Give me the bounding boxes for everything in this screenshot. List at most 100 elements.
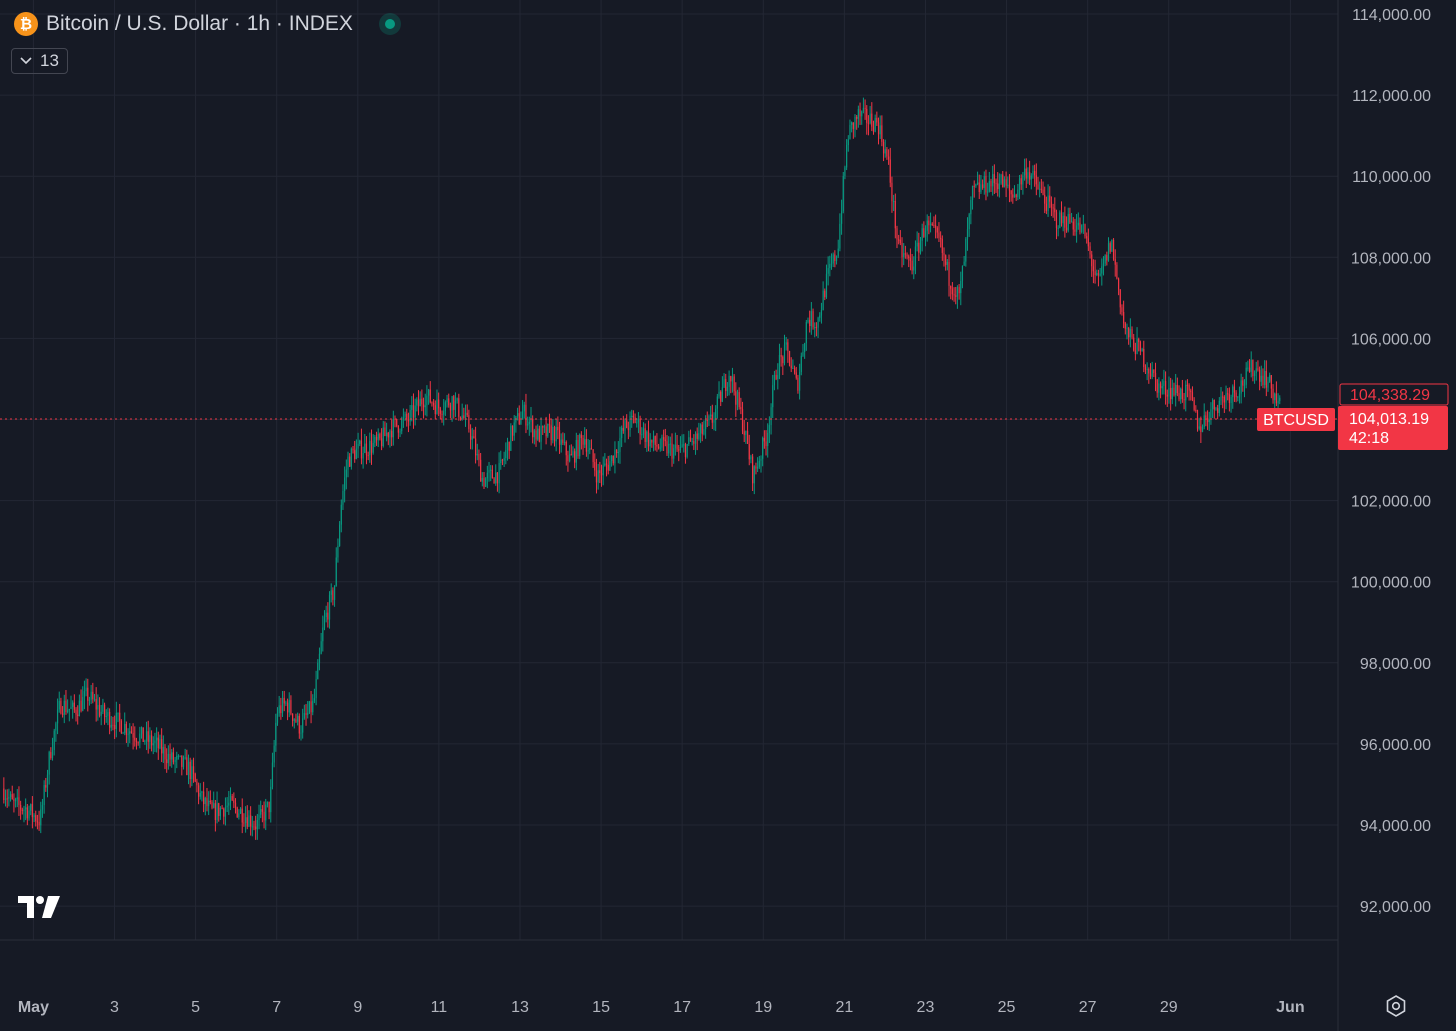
- candle: [555, 418, 557, 452]
- candle: [661, 434, 663, 451]
- candle: [1079, 217, 1081, 235]
- candle: [793, 365, 796, 375]
- candle: [569, 445, 571, 463]
- candle: [610, 455, 613, 467]
- candle: [820, 302, 823, 324]
- candle: [124, 712, 126, 736]
- candle: [1109, 241, 1111, 254]
- candle: [535, 425, 537, 447]
- candle: [1104, 254, 1106, 267]
- time-tick-label: 13: [511, 999, 529, 1016]
- candle: [579, 433, 581, 460]
- candle: [814, 322, 816, 338]
- candle: [948, 254, 950, 297]
- candle: [1089, 242, 1091, 259]
- candle: [1070, 212, 1073, 223]
- candle: [140, 726, 143, 739]
- price-tick-label: 106,000.00: [1351, 331, 1431, 348]
- time-axis[interactable]: May 3 5 7 9 11 13 15 17 19 21 23 25 27 29 Jun: [18, 999, 1305, 1016]
- candle: [978, 174, 980, 199]
- candle: [1094, 259, 1096, 284]
- candle: [375, 431, 378, 446]
- candle: [471, 427, 473, 450]
- candle: [862, 97, 865, 114]
- candle: [819, 312, 821, 322]
- candle: [439, 406, 441, 419]
- candle: [1203, 403, 1205, 430]
- candle: [961, 265, 964, 289]
- candle: [159, 734, 161, 750]
- candle: [730, 375, 732, 394]
- candle: [720, 390, 722, 407]
- symbol-title[interactable]: Bitcoin / U.S. Dollar · 1h · INDEX: [46, 12, 353, 35]
- candle: [278, 695, 280, 717]
- candle: [297, 712, 299, 726]
- candle: [130, 726, 133, 734]
- indicators-toggle-button[interactable]: 13: [11, 48, 68, 74]
- candle: [258, 804, 260, 830]
- candle: [82, 686, 84, 712]
- candle: [1081, 224, 1083, 234]
- candle: [93, 693, 96, 702]
- candle: [889, 147, 891, 188]
- candle: [1077, 212, 1079, 230]
- market-status-icon[interactable]: [378, 13, 401, 35]
- candle: [884, 139, 886, 158]
- candle: [187, 754, 190, 785]
- candle: [689, 429, 692, 442]
- candle: [715, 405, 717, 432]
- candle: [646, 430, 648, 452]
- price-tick-label: 102,000.00: [1351, 494, 1431, 511]
- candle: [1039, 181, 1041, 198]
- candle: [379, 432, 381, 441]
- candle: [810, 302, 812, 335]
- price-axis[interactable]: 92,000.00 94,000.00 96,000.00 98,000.00 100,…: [1351, 7, 1431, 916]
- candle: [1023, 158, 1026, 181]
- candle: [251, 815, 253, 837]
- candle: [577, 434, 579, 459]
- candle: [817, 316, 819, 338]
- candle: [735, 382, 737, 417]
- candle: [1087, 228, 1089, 251]
- candle: [446, 394, 448, 408]
- candle: [923, 221, 925, 238]
- candle: [486, 465, 488, 489]
- candle: [669, 436, 671, 456]
- candle: [940, 231, 942, 248]
- candle: [501, 458, 504, 466]
- candle: [1134, 342, 1136, 361]
- candle: [701, 422, 703, 442]
- candle: [327, 602, 329, 628]
- candle: [189, 757, 191, 788]
- candle: [1170, 377, 1172, 411]
- candle: [1020, 174, 1022, 191]
- candle: [691, 437, 693, 446]
- candle: [422, 397, 425, 419]
- tradingview-logo-icon[interactable]: [18, 896, 62, 920]
- candle: [260, 800, 262, 819]
- bar-countdown: 42:18: [1349, 430, 1389, 447]
- candle: [490, 465, 492, 482]
- price-tick-label: 92,000.00: [1360, 899, 1431, 916]
- candle: [323, 610, 326, 631]
- candle: [448, 393, 450, 408]
- candle: [988, 171, 990, 193]
- candle: [271, 752, 274, 790]
- candle: [1154, 362, 1157, 392]
- candle: [632, 410, 635, 424]
- candle: [149, 727, 151, 749]
- candle: [35, 810, 37, 827]
- candle: [864, 99, 866, 120]
- candle: [325, 605, 327, 623]
- candle: [16, 789, 18, 808]
- candle: [1275, 381, 1278, 407]
- candle: [970, 196, 972, 225]
- candle: [842, 171, 844, 214]
- candle: [1168, 376, 1170, 404]
- candle: [302, 708, 304, 739]
- candle: [590, 439, 593, 450]
- gear-icon[interactable]: [1384, 994, 1408, 1018]
- candle: [1042, 181, 1044, 196]
- candle: [1144, 364, 1147, 375]
